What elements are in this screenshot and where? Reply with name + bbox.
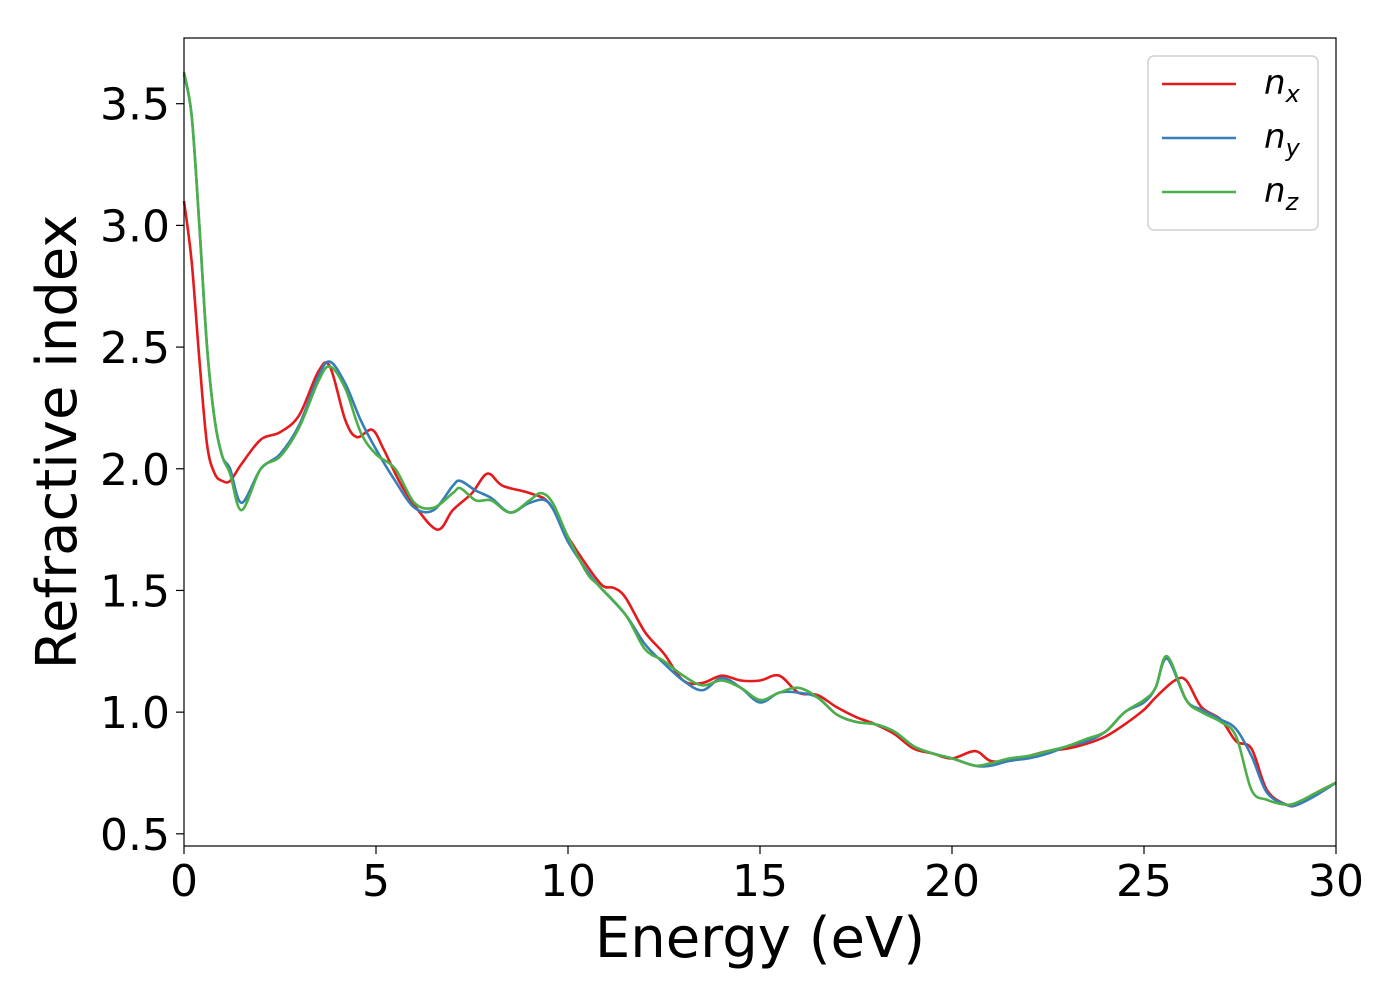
y-tick-label: 1.0: [100, 688, 170, 739]
y-tick-label: 1.5: [100, 566, 170, 617]
y-axis: 0.5 1.0 1.5 2.0 2.5 3.0 3.5: [100, 80, 184, 861]
x-tick-label: 10: [540, 856, 596, 907]
legend-subscript: x: [1285, 80, 1301, 108]
x-tick-label: 15: [732, 856, 788, 907]
y-tick-label: 2.0: [100, 445, 170, 496]
x-axis: 0 5 10 15 20 25 30: [170, 846, 1364, 907]
y-tick-label: 0.5: [100, 810, 170, 861]
y-tick-label: 3.0: [100, 201, 170, 252]
series-line-nx: [182, 200, 1337, 808]
x-axis-label: Energy (eV): [595, 906, 925, 971]
y-tick-label: 3.5: [100, 80, 170, 131]
series-layer: [182, 71, 1337, 808]
legend-subscript: y: [1285, 134, 1301, 162]
x-tick-label: 5: [362, 856, 390, 907]
x-tick-label: 0: [170, 856, 198, 907]
legend-subscript: z: [1285, 188, 1300, 216]
x-tick-label: 30: [1308, 856, 1364, 907]
y-tick-label: 2.5: [100, 323, 170, 374]
series-line-nz: [182, 71, 1337, 807]
x-tick-label: 25: [1116, 856, 1172, 907]
x-tick-label: 20: [924, 856, 980, 907]
legend-frame: [1147, 55, 1319, 231]
y-axis-label: Refractive index: [25, 215, 90, 670]
